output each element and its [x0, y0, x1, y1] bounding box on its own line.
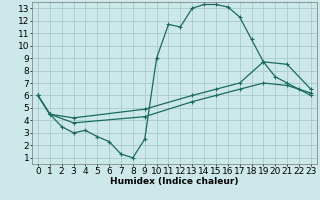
X-axis label: Humidex (Indice chaleur): Humidex (Indice chaleur) [110, 177, 239, 186]
